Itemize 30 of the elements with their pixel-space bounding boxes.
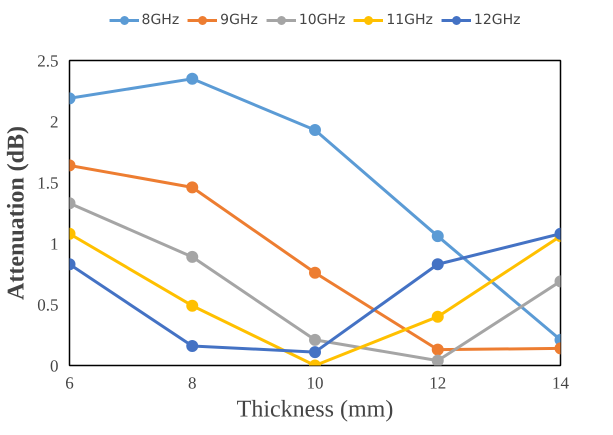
y-tick-label: 1.5 [37,174,58,192]
legend-label: 10GHz [298,12,346,28]
x-axis-title: Thickness (mm) [236,396,394,422]
x-tick-label: 8 [188,374,196,392]
legend-label: 11GHz [386,12,433,28]
point [309,124,321,136]
point [309,266,321,279]
legend-label: 12GHz [474,12,520,28]
point [186,72,198,85]
legend-label: 8GHz [142,12,180,28]
y-tick-label: 2.5 [37,52,58,70]
x-tick-label: 10 [306,374,324,392]
point [186,340,198,352]
y-tick-label: 0 [50,356,58,376]
point [309,346,321,358]
x-tick-label: 14 [552,374,570,392]
point [309,334,321,346]
y-tick-label: 0.5 [37,296,58,314]
x-tick-label: 6 [65,374,74,392]
point [186,181,198,194]
point [432,230,444,242]
point [186,250,198,263]
point [432,354,444,366]
y-tick-label: 2 [50,112,58,132]
y-axis-title: Attenuation (dB) [3,126,30,300]
y-tick-label: 1 [50,234,58,254]
point [432,258,444,270]
legend-label: 9GHz [220,12,258,28]
point [432,344,444,356]
x-tick-label: 12 [429,374,446,392]
